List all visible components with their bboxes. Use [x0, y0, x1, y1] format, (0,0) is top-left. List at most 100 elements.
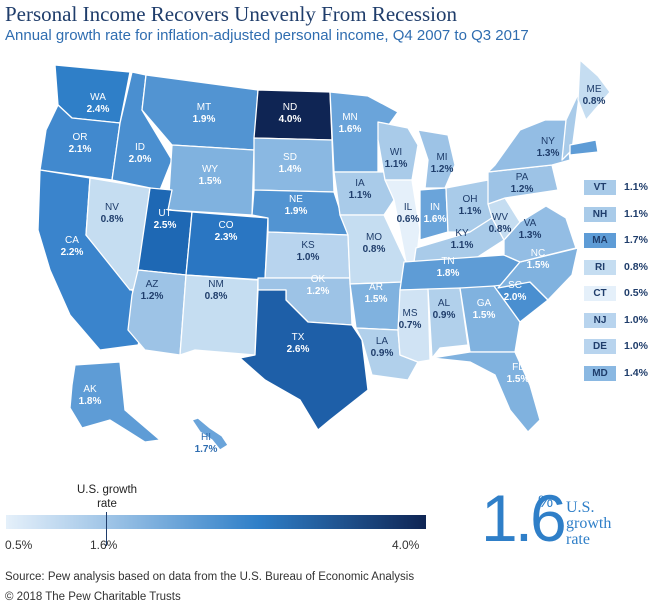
- label-ND-abbr: ND: [283, 102, 297, 113]
- label-UT-value: 2.5%: [154, 220, 177, 231]
- state-ID[interactable]: [111, 71, 173, 191]
- state-NY[interactable]: [487, 119, 571, 173]
- state-TX[interactable]: [239, 289, 369, 431]
- small-state-table: VT 1.1% NH 1.1% MA 1.7% RI 0.8% CT 0.5% NJ 1.0% DE 1.…: [584, 180, 648, 392]
- small-state-row[interactable]: CT 0.5%: [584, 286, 648, 301]
- small-state-row[interactable]: MD 1.4%: [584, 365, 648, 381]
- legend-max-label: 4.0%: [392, 538, 420, 552]
- label-MT-value: 1.9%: [193, 114, 216, 125]
- small-state-row[interactable]: VT 1.1%: [584, 180, 648, 195]
- state-FL[interactable]: [431, 351, 541, 433]
- label-SD-abbr: SD: [283, 152, 297, 163]
- label-SC-value: 2.0%: [504, 292, 527, 303]
- state-MA-shape[interactable]: [569, 139, 599, 156]
- label-LA-value: 0.9%: [371, 348, 394, 359]
- label-SD-value: 1.4%: [279, 164, 302, 175]
- label-GA-abbr: GA: [477, 298, 492, 309]
- label-NM-value: 0.8%: [205, 291, 228, 302]
- label-IN-abbr: IN: [430, 202, 440, 213]
- state-AK[interactable]: [69, 361, 161, 443]
- legend-min-label: 0.5%: [5, 538, 33, 552]
- small-state-abbr: RI: [584, 259, 616, 275]
- label-ME-abbr: ME: [587, 84, 602, 95]
- small-state-row[interactable]: NJ 1.0%: [584, 312, 648, 328]
- small-state-value: 1.1%: [624, 181, 648, 193]
- label-WY-abbr: WY: [202, 164, 218, 175]
- label-PA-abbr: PA: [516, 172, 529, 183]
- small-state-value: 1.4%: [624, 366, 648, 379]
- label-TX-value: 2.6%: [287, 344, 310, 355]
- label-NC-value: 1.5%: [527, 260, 550, 271]
- small-state-abbr: MA: [584, 233, 616, 248]
- label-MI-abbr: MI: [436, 152, 447, 163]
- label-AK-abbr: AK: [83, 384, 97, 395]
- label-WI-abbr: WI: [390, 147, 402, 158]
- label-WY-value: 1.5%: [199, 176, 222, 187]
- state-labels: WA 2.4% OR 2.1% CA 2.2% NV 0.8% ID 2.0% …: [61, 84, 606, 455]
- us-rate-number: 1.6: [481, 481, 567, 555]
- us-rate-caption: U.S. growth rate: [566, 499, 612, 548]
- label-NE-value: 1.9%: [285, 206, 308, 217]
- label-ID-value: 2.0%: [129, 154, 152, 165]
- label-MI-value: 1.2%: [431, 164, 454, 175]
- state-GA[interactable]: [459, 285, 521, 353]
- label-OK-value: 1.2%: [307, 286, 330, 297]
- label-IA-abbr: IA: [355, 178, 365, 189]
- small-state-row[interactable]: NH 1.1%: [584, 206, 648, 222]
- state-IN[interactable]: [419, 187, 449, 241]
- small-state-row[interactable]: RI 0.8%: [584, 259, 648, 275]
- small-state-value: 1.0%: [624, 340, 648, 352]
- small-state-row[interactable]: DE 1.0%: [584, 339, 648, 354]
- label-ND-value: 4.0%: [279, 114, 302, 125]
- source-note: Source: Pew analysis based on data from …: [5, 571, 415, 583]
- label-OR-value: 2.1%: [69, 144, 92, 155]
- state-IA[interactable]: [333, 171, 395, 216]
- label-AR-abbr: AR: [369, 282, 383, 293]
- label-OK-abbr: OK: [311, 274, 326, 285]
- label-KS-abbr: KS: [301, 240, 315, 251]
- label-CA-abbr: CA: [65, 235, 79, 246]
- label-NM-abbr: NM: [208, 279, 224, 290]
- small-state-value: 1.7%: [624, 234, 648, 246]
- label-WV-value: 0.8%: [489, 224, 512, 235]
- label-KS-value: 1.0%: [297, 252, 320, 263]
- label-NV-value: 0.8%: [101, 214, 124, 225]
- small-state-value: 1.0%: [624, 313, 648, 326]
- label-FL-value: 1.5%: [507, 374, 530, 385]
- label-IL-value: 0.6%: [397, 214, 420, 225]
- label-HI-abbr: HI: [201, 432, 211, 443]
- label-HI-value: 1.7%: [195, 444, 218, 455]
- small-state-abbr: VT: [584, 180, 616, 195]
- state-ME[interactable]: [577, 59, 611, 121]
- small-state-row[interactable]: MA 1.7%: [584, 233, 648, 248]
- label-MO-abbr: MO: [366, 232, 382, 243]
- us-rate-unit: %: [538, 492, 554, 511]
- state-NM[interactable]: [179, 274, 259, 356]
- label-AR-value: 1.5%: [365, 294, 388, 305]
- label-GA-value: 1.5%: [473, 310, 496, 321]
- label-ME-value: 0.8%: [583, 96, 606, 107]
- state-VA[interactable]: [503, 205, 577, 263]
- label-WA-value: 2.4%: [87, 104, 110, 115]
- state-AL[interactable]: [427, 287, 469, 359]
- page-title: Personal Income Recovers Unevenly From R…: [5, 2, 457, 26]
- small-state-value: 0.5%: [624, 287, 648, 299]
- label-AK-value: 1.8%: [79, 396, 102, 407]
- label-CA-value: 2.2%: [61, 247, 84, 258]
- label-AZ-value: 1.2%: [141, 291, 164, 302]
- us-rate-tick: [106, 512, 107, 546]
- copyright-note: © 2018 The Pew Charitable Trusts: [5, 591, 181, 603]
- state-HI[interactable]: [191, 417, 229, 451]
- label-NC-abbr: NC: [531, 248, 545, 259]
- label-OR-abbr: OR: [73, 132, 88, 143]
- small-state-value: 0.8%: [624, 260, 648, 273]
- label-VA-value: 1.3%: [519, 230, 542, 241]
- label-KY-abbr: KY: [455, 228, 469, 239]
- label-SC-abbr: SC: [508, 280, 522, 291]
- label-NE-abbr: NE: [289, 194, 303, 205]
- small-state-value: 1.1%: [624, 207, 648, 220]
- label-AL-abbr: AL: [438, 298, 451, 309]
- label-FL-abbr: FL: [512, 362, 524, 373]
- page-subtitle: Annual growth rate for inflation-adjuste…: [5, 27, 529, 44]
- label-MT-abbr: MT: [197, 102, 211, 113]
